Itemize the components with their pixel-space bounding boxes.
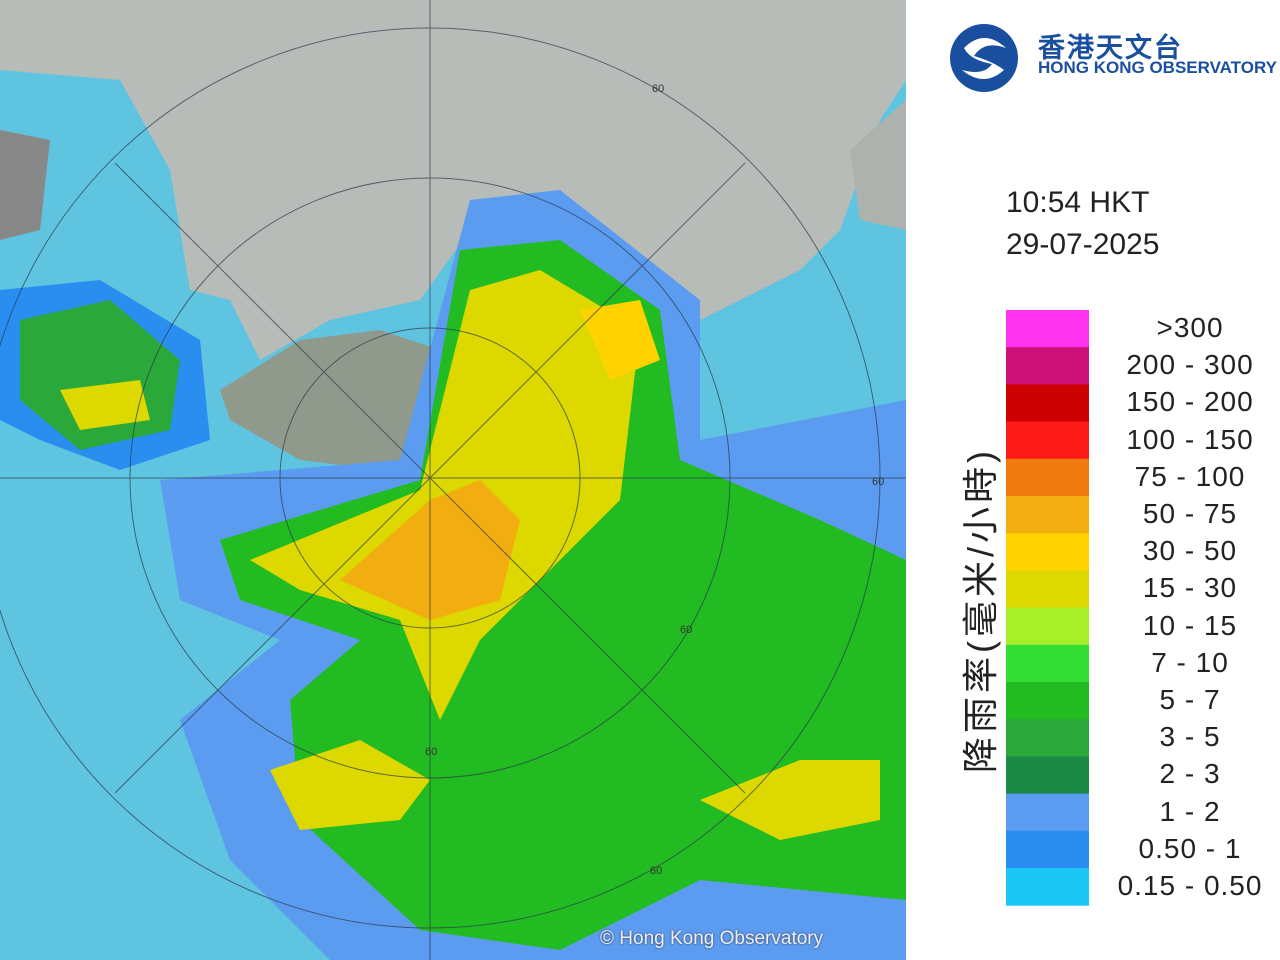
legend-swatch [1006, 533, 1089, 571]
rain [0, 190, 906, 960]
date: 29-07-2025 [1006, 228, 1160, 261]
legend-swatch [1006, 570, 1089, 609]
legend-swatch [1006, 830, 1089, 869]
legend-swatch [1006, 384, 1089, 423]
legend-swatch [1006, 458, 1089, 497]
land-north [0, 0, 906, 360]
land-west [0, 130, 50, 240]
legend-bar [1006, 310, 1089, 906]
logo-english: HONG KONG OBSERVATORY [1038, 58, 1277, 77]
legend-swatch [1006, 682, 1089, 720]
ring-label: 60 [425, 746, 437, 758]
copyright: © Hong Kong Observatory [600, 928, 824, 949]
ring-label: 60 [650, 865, 662, 877]
logo-emblem [950, 24, 1018, 92]
legend-swatch [1006, 719, 1089, 757]
legend-swatch [1006, 347, 1089, 385]
ring-label: 60 [680, 624, 692, 636]
legend-swatch [1006, 793, 1089, 832]
legend-swatch [1006, 756, 1089, 795]
time: 10:54 HKT [1006, 186, 1150, 219]
legend-swatch [1006, 868, 1089, 906]
ring-label: 60 [872, 476, 884, 488]
legend-swatch [1006, 310, 1089, 348]
legend-swatch [1006, 607, 1089, 646]
legend-swatch [1006, 644, 1089, 683]
range-rings [0, 0, 906, 960]
ring-label: 60 [652, 83, 664, 95]
legend-swatch [1006, 496, 1089, 534]
radar-map: 60 60 60 60 60 [0, 0, 906, 960]
land-east [850, 100, 906, 230]
sidebar: 香港天文台 HONG KONG OBSERVATORY 10:54 HKT 29… [906, 0, 1280, 960]
legend-swatch [1006, 421, 1089, 460]
logo-chinese: 香港天文台 [1038, 33, 1183, 63]
